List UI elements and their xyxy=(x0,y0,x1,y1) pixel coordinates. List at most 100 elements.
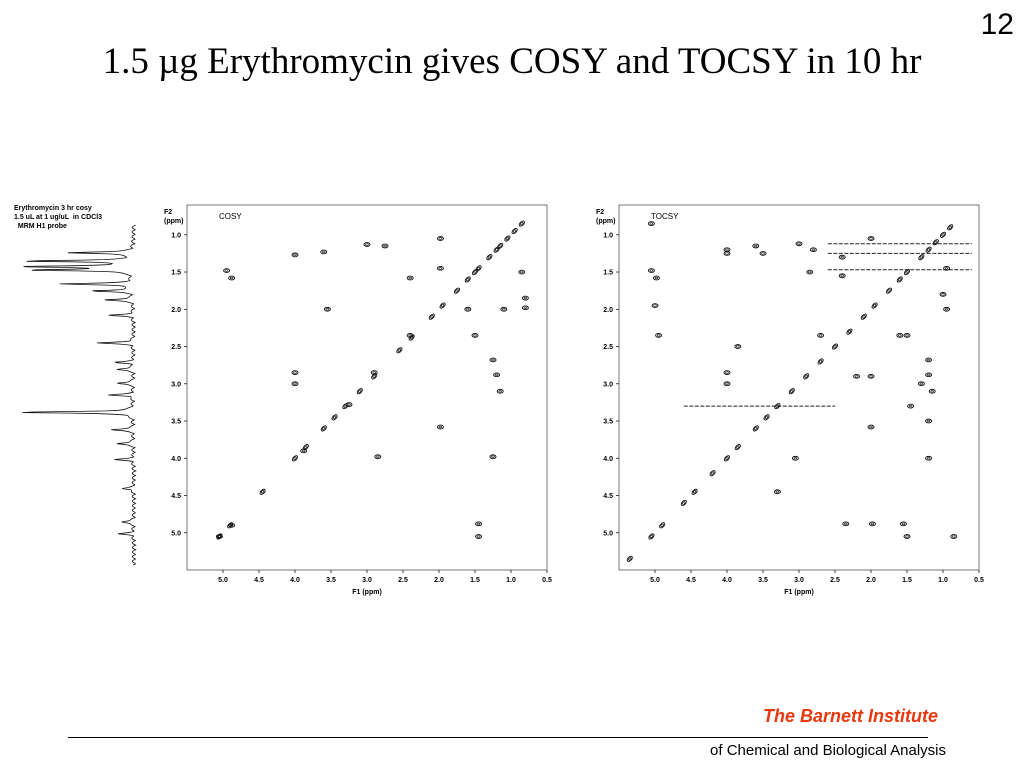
y-tick-label: 4.0 xyxy=(171,456,181,463)
diagonal-peak-inner xyxy=(682,501,686,505)
diagonal-peak xyxy=(763,414,770,421)
cross-peak-inner xyxy=(408,276,412,280)
cross-peak xyxy=(228,275,236,281)
cross-peak xyxy=(867,373,875,379)
cross-peak xyxy=(773,489,781,495)
cross-peak-inner xyxy=(905,535,909,538)
cross-peak xyxy=(752,243,760,249)
diagonal-peak xyxy=(939,231,947,238)
diagonal-peak-inner xyxy=(505,236,510,241)
cross-peak-inner xyxy=(818,334,823,337)
x-tick-label: 0.5 xyxy=(542,577,552,584)
diagonal-peak-inner xyxy=(649,534,654,539)
panel-label: COSY xyxy=(219,212,242,221)
diagonal-peak-inner xyxy=(775,404,780,408)
cross-peak-inner xyxy=(523,306,528,309)
diagonal-peak xyxy=(356,388,363,395)
cross-peak xyxy=(489,357,497,363)
y-tick-label: 5.0 xyxy=(171,530,181,537)
y-tick-label: 4.0 xyxy=(603,456,613,463)
diagonal-peak xyxy=(871,302,878,309)
cross-peak-inner xyxy=(844,522,848,525)
cross-peak-inner xyxy=(754,244,758,248)
diagonal-peak-inner xyxy=(833,344,837,349)
cross-peak-inner xyxy=(365,243,369,246)
x-tick-label: 2.0 xyxy=(434,577,444,584)
cross-peak-inner xyxy=(901,522,906,525)
diagonal-peak xyxy=(691,488,698,495)
y-tick-label: 3.5 xyxy=(603,419,613,426)
diagonal-peak xyxy=(831,343,839,350)
diagonal-peak-inner xyxy=(887,289,891,293)
diagonal-peak xyxy=(803,373,810,380)
cross-peak-inner xyxy=(520,270,524,274)
cross-peak xyxy=(795,241,803,247)
y-tick-label: 2.0 xyxy=(171,307,181,314)
diagonal-peak-inner xyxy=(764,415,769,419)
cross-peak-inner xyxy=(523,297,528,300)
diagonal-peak xyxy=(774,403,781,410)
x-tick-label: 4.0 xyxy=(722,577,732,584)
diagonal-peak-inner xyxy=(790,389,794,393)
cross-peak-inner xyxy=(491,358,495,362)
diagonal-peak-inner xyxy=(512,229,517,233)
diagonal-peak xyxy=(291,455,299,462)
cross-peak-inner xyxy=(293,382,297,385)
cross-peak xyxy=(370,370,378,375)
cross-peak xyxy=(381,243,389,249)
cross-peak xyxy=(723,247,731,253)
diagonal-peak xyxy=(896,276,903,283)
diagonal-peak xyxy=(709,470,716,477)
cross-peak-inner xyxy=(869,425,873,429)
cross-peak-inner xyxy=(919,382,924,385)
cross-peak-inner xyxy=(725,248,729,251)
diagonal-peak-inner xyxy=(692,490,697,494)
cross-peak xyxy=(899,521,907,527)
diagonal-peak-inner xyxy=(466,277,470,282)
diagonal-peak xyxy=(903,268,911,276)
cross-peak xyxy=(521,295,529,301)
diagonal-peak xyxy=(475,265,482,272)
x-tick-label: 1.0 xyxy=(938,577,948,584)
cross-peak xyxy=(734,344,742,349)
diagonal-peak xyxy=(439,302,446,309)
x-tick-label: 5.0 xyxy=(218,577,228,584)
footer-divider xyxy=(68,737,928,738)
x-tick-label: 3.5 xyxy=(326,577,336,584)
cross-peak xyxy=(291,370,299,375)
cross-peak xyxy=(925,455,933,461)
diagonal-peak-inner xyxy=(818,359,823,364)
cross-peak xyxy=(406,333,414,338)
cross-peak-inner xyxy=(498,390,502,393)
cross-peak-inner xyxy=(952,535,956,538)
diagonal-peak-inner xyxy=(358,389,362,393)
cross-peak xyxy=(345,402,353,407)
y-tick-label: 1.0 xyxy=(603,232,613,239)
diagonal-peak xyxy=(918,254,925,261)
cross-peak xyxy=(655,333,663,338)
diagonal-peak-inner xyxy=(455,289,459,293)
cross-peak-inner xyxy=(854,375,859,378)
cross-peak xyxy=(867,236,875,241)
cross-peak-inner xyxy=(438,425,443,429)
x-tick-label: 4.0 xyxy=(290,577,300,584)
cross-peak xyxy=(939,292,947,297)
cross-peak xyxy=(651,303,659,308)
tocsy-plot: TOCSY F2 (ppm) 1.0 1.5 2.0 2.5 3.0 3.5 4.0 4.5 5.0 5… xyxy=(596,204,984,596)
cross-peak xyxy=(723,370,731,375)
y-tick-label: 3.0 xyxy=(603,381,613,388)
diagonal-peak xyxy=(723,455,731,462)
proton-spectrum-1d xyxy=(22,224,137,566)
diagonal-peak-inner xyxy=(430,315,434,319)
cross-peak xyxy=(493,372,501,378)
diagonal-peak xyxy=(752,425,759,432)
x-tick-label: 4.5 xyxy=(686,577,696,584)
diagonal-peak xyxy=(504,235,511,242)
diagonal-peak-inner xyxy=(872,303,877,308)
cross-peak-inner xyxy=(476,522,481,525)
y-tick-label: 2.5 xyxy=(603,344,613,351)
y-tick-label: 3.0 xyxy=(171,381,181,388)
cross-peak xyxy=(471,333,479,338)
cross-peak-inner xyxy=(930,390,934,393)
cross-peak xyxy=(228,522,236,528)
